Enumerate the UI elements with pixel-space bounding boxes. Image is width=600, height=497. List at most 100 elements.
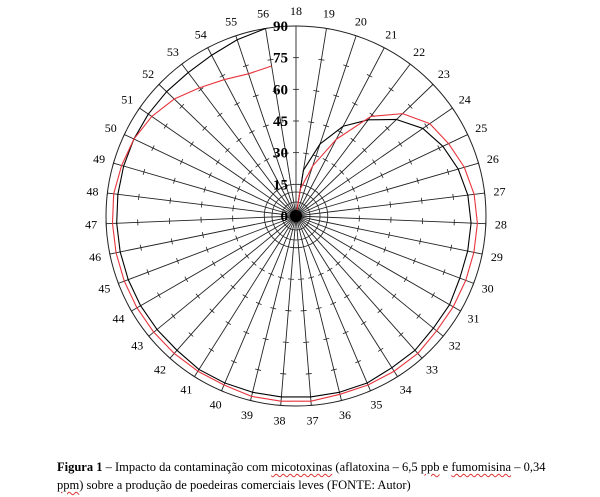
tick-46-60 bbox=[170, 238, 173, 245]
tick-56-60 bbox=[272, 90, 279, 92]
tick-41-45 bbox=[242, 294, 248, 299]
tick-26-75 bbox=[446, 168, 450, 175]
tick-24-75 bbox=[424, 123, 429, 129]
tick-21-75 bbox=[366, 74, 373, 78]
tick-49-15 bbox=[264, 204, 267, 211]
tick-35-75 bbox=[355, 360, 361, 364]
tick-22-90 bbox=[407, 61, 413, 67]
tick-23-15 bbox=[316, 191, 322, 197]
tick-55-60 bbox=[252, 94, 259, 98]
tick-36-60 bbox=[323, 337, 330, 341]
tick-39-45 bbox=[270, 307, 277, 310]
tick-53-75 bbox=[198, 87, 204, 92]
radial-tick-label: 75 bbox=[273, 51, 288, 67]
tick-25-30 bbox=[351, 185, 355, 192]
tick-30-30 bbox=[353, 235, 357, 242]
caption-text-4: – 0,34 bbox=[511, 460, 546, 474]
tick-23-60 bbox=[384, 125, 390, 131]
tick-26-15 bbox=[325, 204, 328, 211]
tick-53-90 bbox=[179, 61, 185, 67]
tick-29-15 bbox=[326, 219, 329, 226]
category-label: 21 bbox=[385, 27, 397, 41]
caption-text-3: e bbox=[439, 460, 452, 474]
tick-35-30 bbox=[317, 272, 324, 276]
tick-46-30 bbox=[232, 225, 235, 232]
tick-35-60 bbox=[342, 330, 349, 335]
radial-tick-label: 0 bbox=[281, 209, 289, 225]
tick-42-30 bbox=[251, 261, 257, 266]
caption-word-ppb: ppb bbox=[420, 460, 440, 474]
tick-25-45 bbox=[380, 172, 384, 179]
tick-54-75 bbox=[219, 74, 226, 78]
tick-43-30 bbox=[244, 253, 250, 259]
tick-44-60 bbox=[184, 276, 189, 283]
tick-51-45 bbox=[215, 159, 220, 165]
category-label: 54 bbox=[195, 27, 207, 41]
tick-20-45 bbox=[323, 124, 330, 128]
tick-48-60 bbox=[169, 197, 172, 204]
tick-27-15 bbox=[326, 209, 329, 216]
tick-27-60 bbox=[420, 197, 423, 204]
category-label: 40 bbox=[210, 398, 222, 412]
tick-48-45 bbox=[200, 201, 203, 208]
tick-39-75 bbox=[255, 368, 262, 371]
category-label: 34 bbox=[400, 382, 412, 396]
tick-20-75 bbox=[343, 64, 350, 68]
tick-23-45 bbox=[362, 147, 367, 153]
caption-word-fumomisina: fumomisina bbox=[451, 460, 512, 474]
tick-54-15 bbox=[278, 186, 285, 190]
tick-29-60 bbox=[419, 238, 422, 245]
caption-label: Figura 1 bbox=[57, 460, 103, 474]
tick-42-60 bbox=[209, 308, 215, 314]
tick-53-45 bbox=[236, 137, 242, 143]
tick-43-90 bbox=[146, 333, 152, 339]
tick-43-15 bbox=[269, 233, 274, 239]
tick-48-15 bbox=[263, 209, 266, 216]
tick-40-75 bbox=[231, 360, 237, 364]
tick-49-75 bbox=[142, 168, 146, 175]
tick-45-75 bbox=[146, 269, 150, 276]
tick-29-30 bbox=[357, 225, 360, 232]
tick-44-45 bbox=[211, 260, 216, 267]
tick-36-15 bbox=[300, 245, 307, 248]
tick-33-15 bbox=[314, 237, 320, 242]
tick-22-15 bbox=[312, 188, 318, 193]
tick-55-30 bbox=[272, 154, 279, 158]
category-label: 19 bbox=[323, 7, 335, 21]
category-labels: 18 19 20 21 22 23 24 25 26 27 28 29 30 31 32 33 34 35 36 37… bbox=[85, 4, 507, 427]
tick-46-90 bbox=[108, 250, 111, 258]
category-label: 56 bbox=[257, 7, 269, 21]
category-label: 38 bbox=[274, 413, 286, 427]
tick-45-15 bbox=[264, 224, 268, 231]
tick-52-30 bbox=[247, 169, 253, 175]
category-label: 46 bbox=[89, 250, 101, 264]
tick-31-60 bbox=[403, 276, 408, 283]
tick-39-15 bbox=[285, 245, 292, 248]
category-label: 49 bbox=[93, 152, 105, 166]
tick-40-30 bbox=[268, 272, 275, 276]
tick-52-15 bbox=[270, 191, 276, 197]
tick-45-45 bbox=[205, 246, 209, 253]
tick-24-15 bbox=[320, 195, 325, 201]
tick-32-60 bbox=[391, 293, 397, 299]
tick-36-75 bbox=[330, 368, 337, 371]
tick-49-30 bbox=[233, 195, 237, 202]
tick-35-15 bbox=[305, 243, 312, 247]
tick-35-45 bbox=[330, 301, 337, 305]
tick-29-75 bbox=[450, 244, 453, 251]
tick-30-60 bbox=[412, 257, 416, 264]
tick-25-60 bbox=[408, 158, 413, 165]
tick-44-30 bbox=[239, 244, 243, 251]
tick-31-15 bbox=[321, 229, 326, 235]
category-label: 31 bbox=[468, 312, 480, 326]
tick-20-15 bbox=[303, 184, 310, 188]
tick-41-30 bbox=[259, 267, 265, 272]
tick-41-60 bbox=[225, 321, 232, 325]
tick-21-45 bbox=[337, 130, 343, 134]
category-label: 33 bbox=[426, 362, 438, 376]
tick-42-75 bbox=[188, 332, 194, 337]
tick-26-60 bbox=[416, 177, 419, 184]
category-label: 53 bbox=[167, 45, 179, 59]
tick-30-15 bbox=[324, 224, 328, 231]
tick-21-60 bbox=[352, 102, 358, 106]
